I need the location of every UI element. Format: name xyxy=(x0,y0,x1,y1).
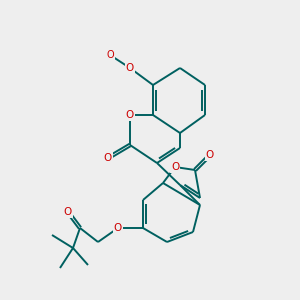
Text: O: O xyxy=(104,153,112,163)
Text: O: O xyxy=(206,150,214,160)
Text: O: O xyxy=(114,223,122,233)
Text: O: O xyxy=(126,63,134,73)
Text: O: O xyxy=(64,207,72,217)
Text: O: O xyxy=(106,50,114,60)
Text: O: O xyxy=(126,110,134,120)
Text: O: O xyxy=(104,153,112,163)
Text: O: O xyxy=(126,110,134,120)
Text: O: O xyxy=(126,63,134,73)
Text: O: O xyxy=(171,162,179,172)
